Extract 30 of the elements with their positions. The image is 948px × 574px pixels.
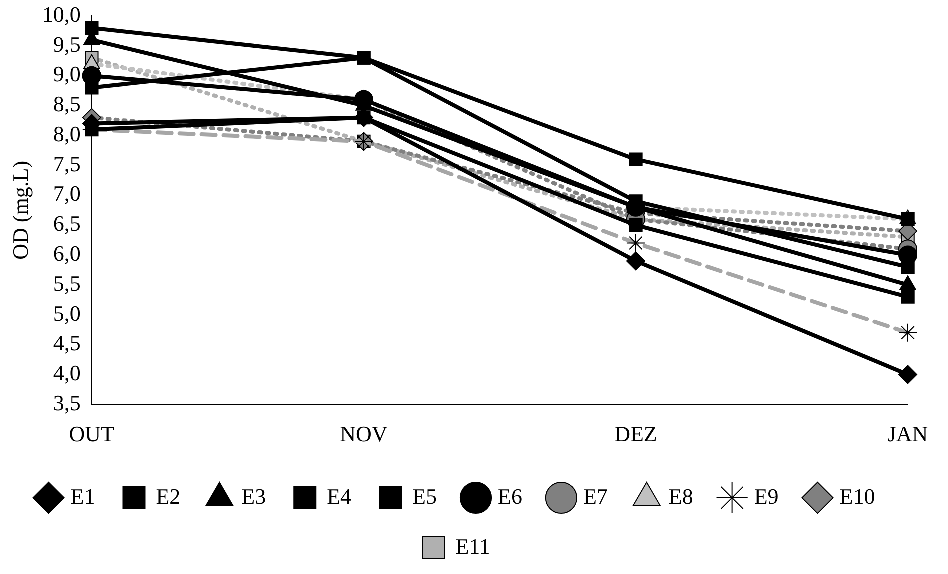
legend-label: E8 [668,484,694,509]
y-tick-label: 9,5 [53,32,81,57]
y-tick-label: 6,0 [53,240,81,266]
x-tick-label: NOV [340,422,388,447]
x-tick-label: OUT [69,422,116,447]
y-tick-label: 6,5 [53,211,81,236]
y-tick-label: 5,5 [53,270,81,296]
y-tick-label: 4,5 [53,330,81,356]
legend-label: E11 [456,534,490,559]
y-tick-label: 7,0 [53,181,81,206]
y-tick-label: 7,5 [53,151,81,176]
x-tick-label: DEZ [614,422,658,447]
y-tick-label: 9,0 [53,62,81,87]
legend-label: E9 [754,484,779,509]
y-tick-label: 8,0 [53,121,81,146]
y-tick-label: 3,5 [53,390,81,416]
y-tick-label: 5,0 [53,300,81,326]
legend-label: E5 [412,484,438,509]
legend-label: E2 [156,484,181,509]
y-tick-label: 8,5 [53,92,81,117]
y-tick-label: 10,0 [42,2,81,27]
legend-label: E4 [327,484,352,509]
legend-label: E1 [70,484,96,509]
legend-label: E10 [840,484,876,509]
legend-label: E7 [583,484,608,509]
y-axis-title: OD (mg.L) [8,160,33,260]
legend-label: E6 [498,484,522,509]
y-tick-label: 4,0 [53,360,81,386]
legend-label: E3 [242,484,266,509]
x-tick-label: JAN [888,422,928,447]
